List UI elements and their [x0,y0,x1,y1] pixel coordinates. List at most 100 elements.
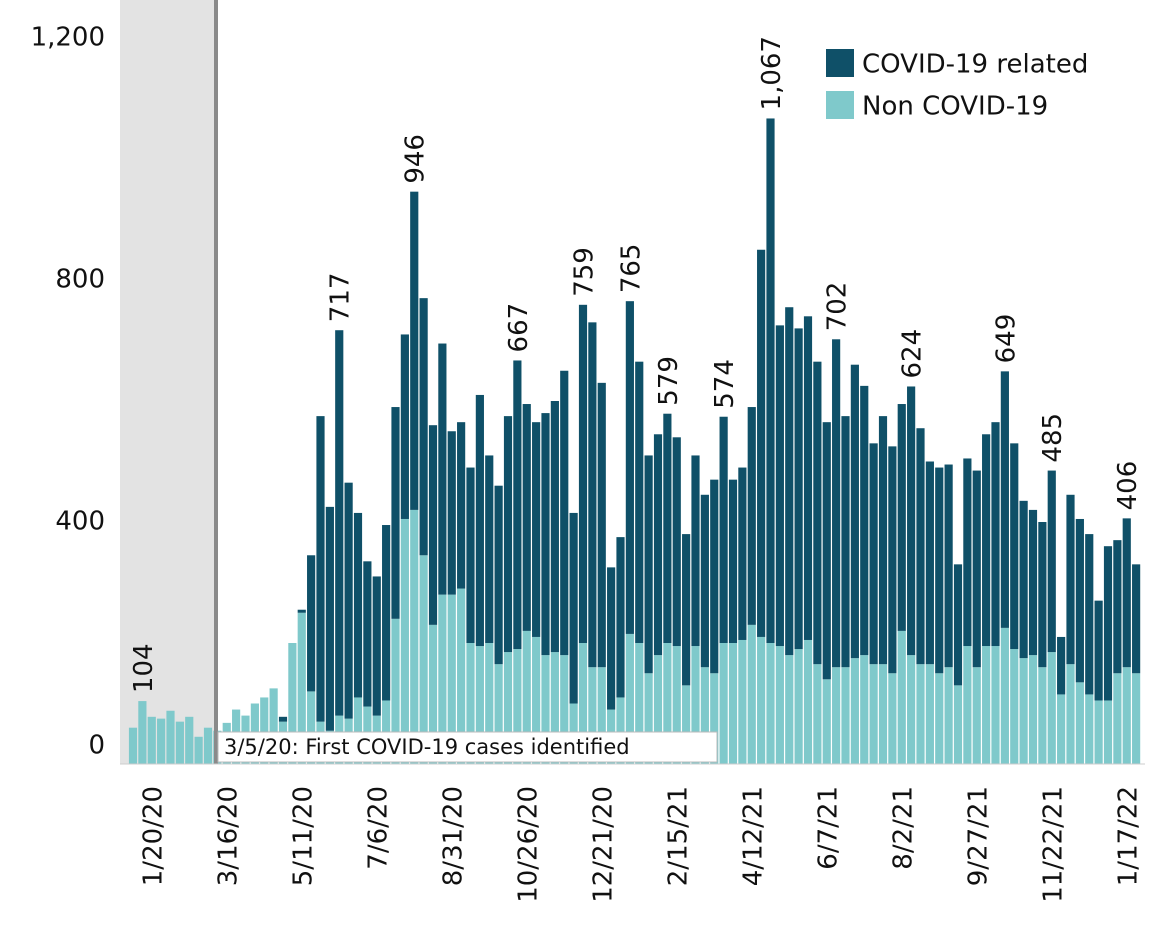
bar-segment [485,643,494,764]
bar-segment [644,455,653,674]
bar-segment [710,479,719,674]
bar-segment [269,688,278,764]
bar-segment [353,697,363,764]
bar-segment [691,455,700,647]
bar-segment [644,673,653,764]
bar-segment [813,361,822,665]
bar-segment [344,482,353,719]
total-label: 717 [326,273,356,323]
bar-segment [757,636,766,764]
bar-segment [1085,694,1094,764]
bar-segment [897,404,906,631]
bar-segment [475,394,484,647]
bar-segment [672,646,681,764]
bar-segment [175,721,184,764]
bar-segment [747,407,756,625]
total-label: 104 [129,643,159,693]
bar-segment [438,343,447,595]
bar-segment [757,249,766,637]
bar-segment [597,382,606,668]
total-label: 765 [616,244,646,294]
bar-segment [925,664,934,764]
bar-segment [841,416,850,668]
bar-segment [907,386,916,656]
total-label: 485 [1038,413,1068,463]
bar-segment [166,710,175,764]
x-tick-label: 9/27/21 [963,786,993,886]
bar-segment [588,667,597,764]
bars [128,118,1141,764]
bar-segment [353,512,363,698]
bar-segment [1132,564,1141,674]
x-tick-label: 8/31/20 [438,786,468,886]
bar-segment [550,652,559,764]
bar-segment [485,455,494,643]
x-tick-label: 12/21/20 [588,786,618,903]
total-label: 759 [570,247,600,297]
bar-segment [466,467,475,643]
bar-segment [560,655,569,764]
bar-segment [503,652,513,764]
total-label: 1,067 [757,36,787,110]
bar-segment [888,673,897,764]
bar-segment [541,655,550,764]
total-label: 574 [710,359,740,409]
bar-segment [391,407,400,619]
y-tick-label: 400 [55,507,105,537]
bar-segment [1019,500,1028,659]
bar-segment [1010,649,1019,764]
bar-segment [316,416,325,722]
bar-segment [1047,470,1056,653]
bar-segment [288,643,297,764]
bar-segment [794,328,803,650]
bar-segment [897,630,906,764]
bar-segment [1038,667,1047,764]
bar-segment [653,655,663,764]
bar-segment [991,422,1000,647]
total-label: 946 [401,134,431,184]
bar-segment [625,301,634,634]
bar-segment [522,630,531,764]
y-tick-label: 0 [88,731,105,761]
bar-segment [466,643,475,764]
bar-segment [1000,627,1009,764]
bar-segment [1132,673,1141,764]
bar-segment [513,360,522,650]
total-label: 624 [898,329,928,379]
bar-segment [700,494,709,668]
bar-segment [916,664,925,764]
bar-segment [888,446,897,674]
bar-segment [457,422,466,589]
bar-segment [325,506,334,731]
bar-segment [700,667,709,764]
bar-segment [953,564,963,686]
bar-segment [832,339,841,668]
bar-segment [635,643,644,764]
bar-segment [663,413,672,643]
bar-segment [128,727,138,764]
bar-segment [616,537,625,698]
bar-segment [532,636,541,764]
bar-segment [578,643,588,764]
bar-segment [907,655,916,764]
bar-segment [878,664,888,764]
bar-segment [803,316,813,640]
bar-segment [719,643,728,764]
bar-segment [513,649,522,764]
bar-segment [982,646,991,764]
bar-segment [607,567,616,710]
bar-segment [635,361,644,643]
total-label: 579 [654,356,684,406]
bar-segment [982,434,991,647]
bar-segment [963,458,972,647]
bar-segment [541,413,550,656]
bar-segment [663,643,672,764]
bar-segment [447,594,456,764]
bar-segment [682,685,691,764]
bar-segment [1075,518,1084,683]
bar-segment [532,422,541,637]
bar-segment [560,370,569,656]
bar-segment [1094,700,1103,764]
bar-segment [419,555,428,764]
bar-segment [494,485,503,665]
